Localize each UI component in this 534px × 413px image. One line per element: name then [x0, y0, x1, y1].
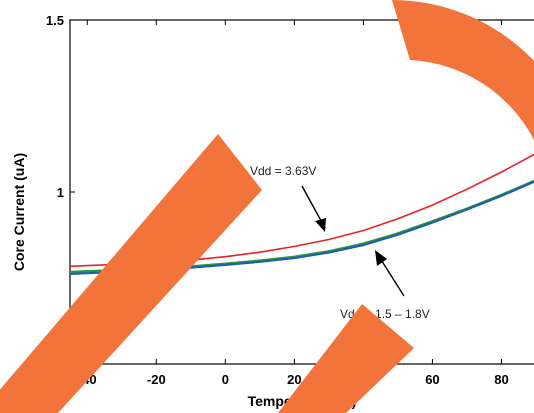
annotation-arrowhead-vdd-low — [375, 250, 387, 266]
x-tick-label: -20 — [147, 372, 166, 387]
annotation-label-vdd-high: Vdd = 3.63V — [250, 164, 316, 178]
x-tick-label: 0 — [222, 372, 229, 387]
x-tick-label: 20 — [287, 372, 301, 387]
annotation-arrowhead-vdd-high — [315, 218, 326, 232]
y-tick-label: 1 — [57, 185, 64, 200]
overlay-ring-band — [392, 0, 534, 196]
x-tick-label: 60 — [425, 372, 439, 387]
y-tick-label: 1.5 — [46, 13, 64, 28]
y-axis-title: Core Current (uA) — [11, 153, 27, 271]
overlay-stroke-bottom — [278, 304, 414, 413]
x-tick-label: 80 — [494, 372, 508, 387]
overlay-stroke-left — [0, 134, 262, 413]
